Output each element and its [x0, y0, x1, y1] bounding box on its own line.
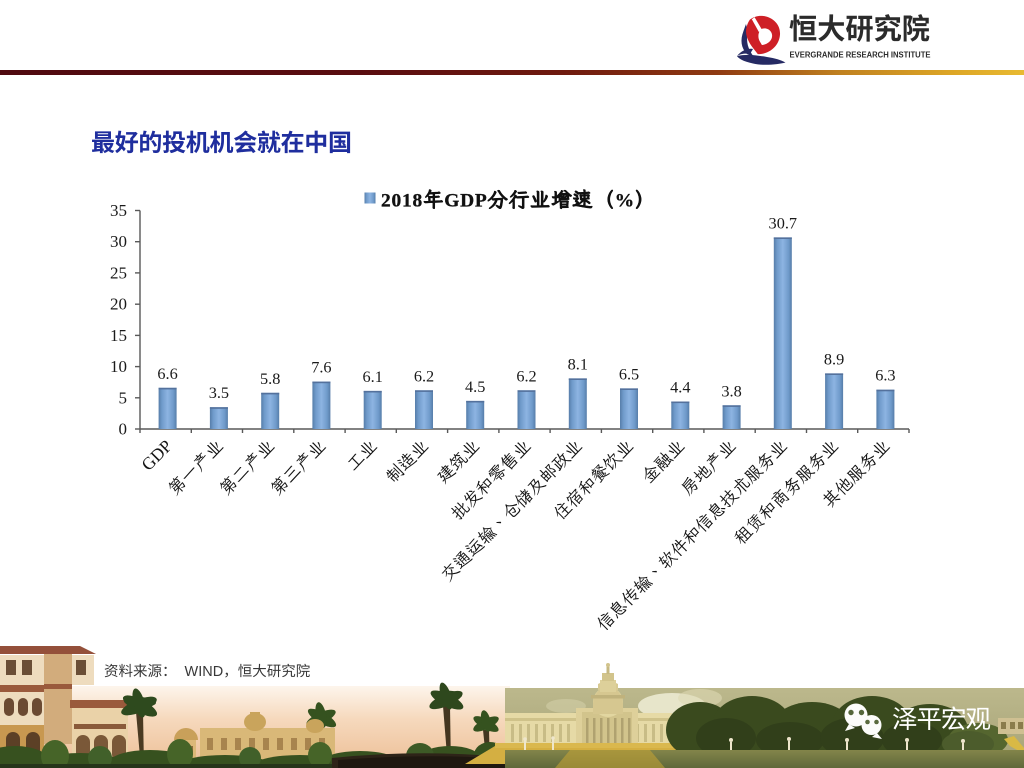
- svg-text:6.6: 6.6: [157, 364, 177, 383]
- svg-text:20: 20: [110, 295, 127, 314]
- svg-text:6.5: 6.5: [619, 364, 639, 383]
- svg-text:6.1: 6.1: [363, 367, 383, 386]
- svg-text:4.4: 4.4: [670, 378, 690, 397]
- svg-text:工业: 工业: [341, 434, 382, 475]
- svg-text:10: 10: [110, 357, 127, 376]
- svg-text:30.7: 30.7: [769, 213, 798, 232]
- svg-text:6.2: 6.2: [516, 366, 536, 385]
- svg-text:7.6: 7.6: [311, 358, 331, 377]
- svg-text:30: 30: [110, 232, 127, 251]
- svg-text:第三产业: 第三产业: [265, 434, 330, 499]
- svg-text:25: 25: [110, 263, 127, 282]
- svg-text:8.1: 8.1: [568, 354, 588, 373]
- svg-text:GDP: GDP: [137, 436, 176, 475]
- svg-text:5: 5: [119, 388, 128, 407]
- svg-text:制造业: 制造业: [380, 434, 433, 487]
- svg-text:4.5: 4.5: [465, 377, 485, 396]
- svg-text:3.8: 3.8: [721, 381, 741, 400]
- svg-text:第一产业: 第一产业: [162, 434, 227, 499]
- svg-text:恒大研究院: 恒大研究院: [789, 6, 930, 48]
- svg-text:5.8: 5.8: [260, 369, 280, 388]
- svg-text:6.2: 6.2: [414, 366, 434, 385]
- svg-text:第二产业: 第二产业: [214, 434, 279, 499]
- svg-text:15: 15: [110, 326, 127, 345]
- svg-text:0: 0: [119, 420, 128, 439]
- svg-text:8.9: 8.9: [824, 349, 844, 368]
- svg-text:2018年GDP分行业增速（%）: 2018年GDP分行业增速（%）: [381, 186, 656, 213]
- svg-text:35: 35: [110, 201, 127, 220]
- svg-text:EVERGRANDE RESEARCH INSTITUTE: EVERGRANDE RESEARCH INSTITUTE: [790, 51, 932, 60]
- svg-text:3.5: 3.5: [209, 383, 229, 402]
- svg-text:6.3: 6.3: [875, 366, 895, 385]
